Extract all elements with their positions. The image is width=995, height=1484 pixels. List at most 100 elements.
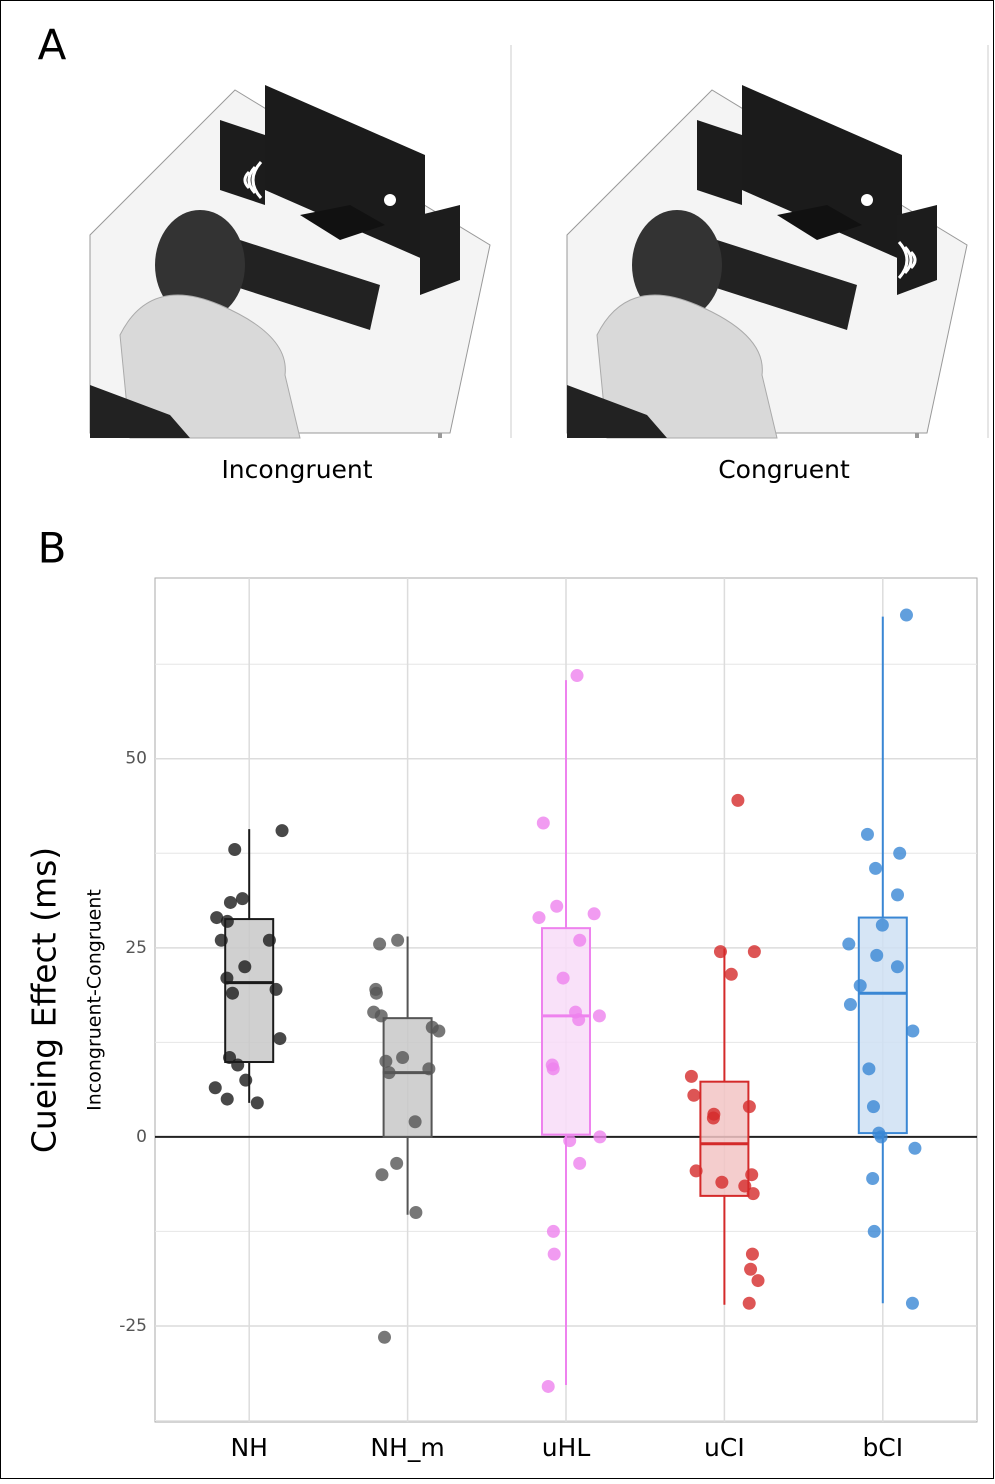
- data-point: [905, 1296, 919, 1310]
- data-point: [899, 608, 913, 622]
- data-point: [396, 1050, 410, 1064]
- data-point: [689, 1164, 703, 1178]
- data-point: [223, 1050, 237, 1064]
- box: [541, 927, 591, 1136]
- data-point: [220, 971, 234, 985]
- data-point: [713, 945, 727, 959]
- box: [857, 916, 908, 1135]
- data-point: [408, 1115, 422, 1129]
- data-point: [375, 1168, 389, 1182]
- data-point: [536, 816, 550, 830]
- data-point: [208, 1081, 222, 1095]
- data-point: [238, 960, 252, 974]
- data-point: [906, 1024, 920, 1038]
- data-point: [867, 1224, 881, 1238]
- caption: Incongruent: [221, 455, 372, 484]
- data-point: [220, 914, 234, 928]
- data-point: [891, 888, 905, 902]
- data-point: [432, 1024, 446, 1038]
- data-point: [374, 1009, 388, 1023]
- data-point: [745, 1168, 759, 1182]
- data-point: [746, 1187, 760, 1201]
- panel-label: B: [38, 524, 67, 573]
- data-point: [853, 979, 867, 993]
- data-point: [532, 911, 546, 925]
- data-point: [250, 1096, 264, 1110]
- data-point: [744, 1262, 758, 1276]
- caption: Congruent: [718, 455, 850, 484]
- data-point: [842, 937, 856, 951]
- data-point: [745, 1247, 759, 1261]
- data-point: [724, 967, 738, 981]
- data-point: [870, 948, 884, 962]
- data-point: [687, 1088, 701, 1102]
- data-point: [541, 1379, 555, 1393]
- data-point: [223, 895, 237, 909]
- data-point: [239, 1073, 253, 1087]
- y-tick-label: 0: [136, 1127, 147, 1147]
- illustration: [88, 43, 514, 440]
- x-tick-label: bCI: [862, 1433, 903, 1462]
- data-point: [546, 1062, 560, 1076]
- x-tick-label: NH: [230, 1433, 268, 1462]
- data-point: [269, 982, 283, 996]
- data-point: [225, 986, 239, 1000]
- data-point: [573, 1156, 587, 1170]
- y-tick-label: 25: [125, 938, 147, 958]
- data-point: [869, 861, 883, 875]
- data-point: [843, 998, 857, 1012]
- data-point: [862, 1062, 876, 1076]
- x-tick-label: uHL: [542, 1433, 591, 1462]
- data-point: [742, 1100, 756, 1114]
- data-point: [706, 1111, 720, 1125]
- data-point: [382, 1066, 396, 1080]
- y-axis-sublabel: Incongruent-Congruent: [84, 889, 106, 1111]
- data-point: [593, 1130, 607, 1144]
- data-point: [275, 824, 289, 838]
- data-point: [220, 1092, 234, 1106]
- data-point: [214, 933, 228, 947]
- x-tick-label: uCI: [704, 1433, 745, 1462]
- data-point: [422, 1062, 436, 1076]
- data-point: [890, 960, 904, 974]
- data-point: [273, 1032, 287, 1046]
- data-point: [228, 843, 242, 857]
- data-point: [592, 1009, 606, 1023]
- data-point: [546, 1224, 560, 1238]
- data-point: [875, 918, 889, 932]
- y-axis-label: Cueing Effect (ms): [25, 847, 64, 1153]
- data-point: [563, 1134, 577, 1148]
- data-point: [262, 933, 276, 947]
- data-point: [573, 933, 587, 947]
- data-point: [715, 1175, 729, 1189]
- data-point: [866, 1100, 880, 1114]
- data-point: [587, 907, 601, 921]
- data-point: [572, 1013, 586, 1027]
- data-point: [409, 1206, 423, 1220]
- data-point: [550, 899, 564, 913]
- data-point: [373, 937, 387, 951]
- data-point: [866, 1171, 880, 1185]
- data-point: [570, 669, 584, 683]
- data-point: [731, 793, 745, 807]
- data-point: [390, 1156, 404, 1170]
- data-point: [684, 1069, 698, 1083]
- data-point: [860, 827, 874, 841]
- data-point: [893, 846, 907, 860]
- data-point: [738, 1179, 752, 1193]
- data-point: [231, 1058, 245, 1072]
- y-tick-label: 50: [125, 749, 147, 769]
- plot: -25 0 25 50 NH NH_m uHL uCI bCI: [119, 578, 977, 1462]
- data-point: [874, 1130, 888, 1144]
- data-point: [751, 1274, 765, 1288]
- data-point: [547, 1247, 561, 1261]
- data-point: [379, 1054, 393, 1068]
- data-point: [369, 986, 383, 1000]
- data-point: [391, 933, 405, 947]
- data-point: [235, 892, 249, 906]
- x-tick-label: NH_m: [370, 1433, 444, 1462]
- data-point: [210, 911, 224, 925]
- data-point: [377, 1330, 391, 1344]
- data-point: [742, 1296, 756, 1310]
